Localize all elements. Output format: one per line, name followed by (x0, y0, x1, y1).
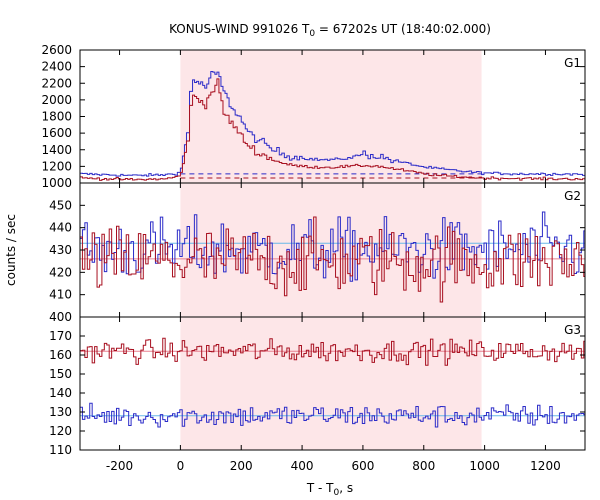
y-tick-label: 130 (49, 405, 72, 419)
y-tick-label: 1000 (41, 176, 72, 190)
plot-layer: 100012001400160018002000220024002600G140… (41, 43, 586, 473)
y-tick-label: 410 (49, 288, 72, 302)
y-tick-label: 160 (49, 348, 72, 362)
y-tick-label: 1800 (41, 110, 72, 124)
x-tick-label: 0 (177, 459, 185, 473)
panel-label-G2: G2 (564, 189, 581, 203)
x-tick-label: 600 (351, 459, 374, 473)
y-tick-label: 450 (49, 198, 72, 212)
panel-label-G1: G1 (564, 56, 581, 70)
y-tick-label: 2200 (41, 76, 72, 90)
x-tick-label: 1000 (469, 459, 500, 473)
series-line-G3-red (80, 337, 585, 366)
y-tick-label: 430 (49, 243, 72, 257)
y-tick-label: 1400 (41, 143, 72, 157)
y-tick-label: 140 (49, 386, 72, 400)
y-tick-label: 2000 (41, 93, 72, 107)
series-line-G1-red (80, 78, 586, 181)
series-line-G3-blue (80, 402, 585, 428)
y-tick-label: 120 (49, 424, 72, 438)
shaded-region-G1 (180, 50, 482, 183)
x-tick-label: 200 (230, 459, 253, 473)
x-axis-label: T - T0, s (306, 481, 353, 498)
y-tick-label: 400 (49, 310, 72, 324)
y-tick-label: 2400 (41, 60, 72, 74)
series-line-G2-red (80, 216, 585, 303)
y-tick-label: 1600 (41, 126, 72, 140)
y-tick-label: 170 (49, 329, 72, 343)
panel-label-G3: G3 (564, 323, 581, 337)
y-tick-label: 150 (49, 367, 72, 381)
y-tick-label: 420 (49, 265, 72, 279)
shaded-region-G3 (180, 317, 482, 450)
y-tick-label: 110 (49, 443, 72, 457)
x-tick-label: -200 (106, 459, 133, 473)
y-tick-label: 440 (49, 221, 72, 235)
series-line-G1-blue (80, 71, 586, 177)
x-tick-label: 1200 (530, 459, 561, 473)
chart-title: KONUS-WIND 991026 T0 = 67202s UT (18:40:… (169, 22, 491, 39)
x-tick-label: 400 (291, 459, 314, 473)
y-tick-label: 2600 (41, 43, 72, 57)
panel-frame-G3 (79, 316, 586, 451)
y-tick-label: 1200 (41, 159, 72, 173)
x-tick-label: 800 (412, 459, 435, 473)
y-axis-label: counts / sec (4, 214, 18, 286)
